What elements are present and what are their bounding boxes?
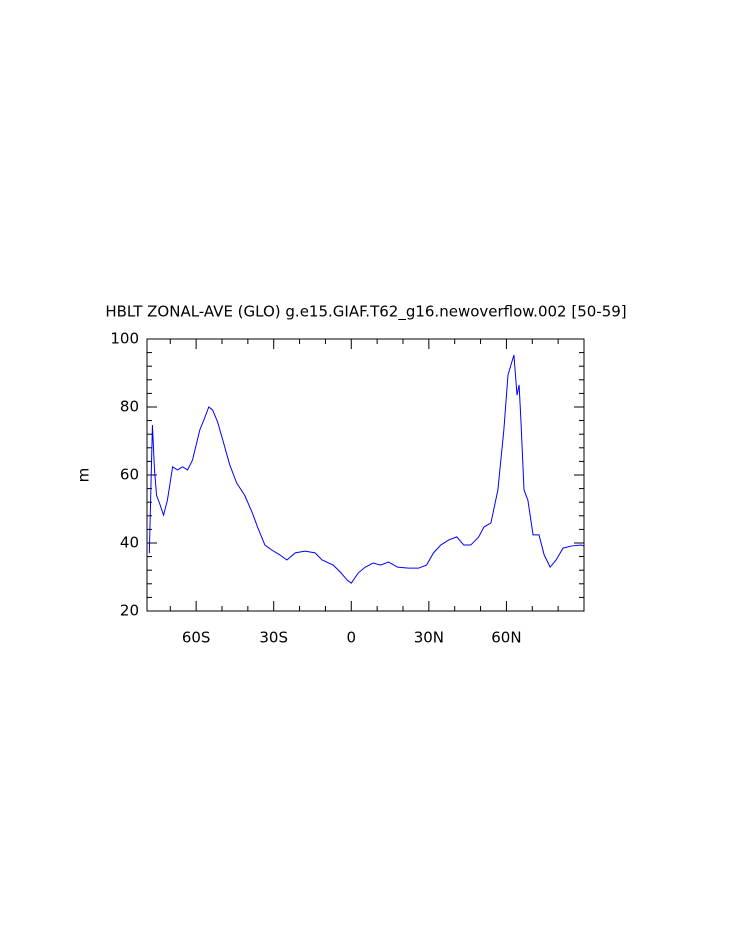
y-tick-label: 40 (120, 534, 139, 552)
x-tick-label: 60S (182, 629, 211, 647)
y-tick-label: 100 (110, 330, 139, 348)
x-tick-label: 60N (491, 629, 521, 647)
y-tick-label: 20 (120, 602, 139, 620)
data-line (148, 354, 585, 584)
x-tick-label: 0 (347, 629, 357, 647)
y-tick-label: 80 (120, 398, 139, 416)
chart-title: HBLT ZONAL-AVE (GLO) g.e15.GIAF.T62_g16.… (105, 303, 626, 322)
x-tick-label: 30S (259, 629, 288, 647)
plot-frame (146, 338, 585, 612)
y-tick-label: 60 (120, 466, 139, 484)
x-tick-label: 30N (414, 629, 444, 647)
y-axis-label: m (75, 468, 93, 483)
